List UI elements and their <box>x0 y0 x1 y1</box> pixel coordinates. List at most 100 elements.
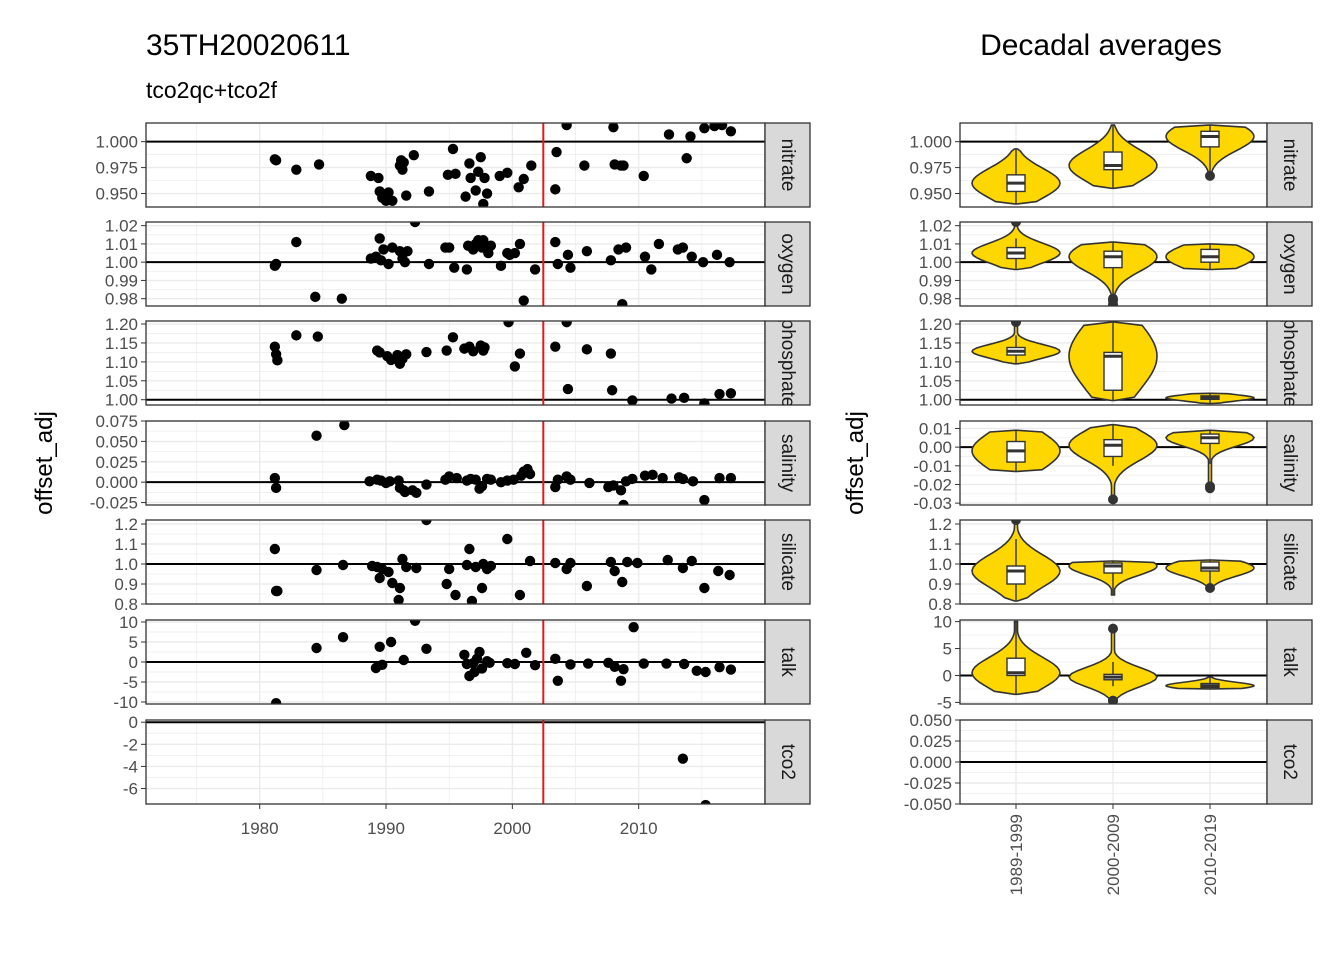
right-panel-talk: -5 0 5 10 talk <box>933 613 1313 712</box>
right-y-tick-label: 0.050 <box>909 711 952 730</box>
data-point <box>716 123 728 131</box>
right-strip-label: nitrate <box>1279 139 1300 192</box>
data-point <box>697 256 709 268</box>
data-point <box>550 653 561 664</box>
right-strip-tco2 <box>1266 719 1313 805</box>
data-point <box>620 242 632 253</box>
data-point <box>677 753 689 764</box>
right-y-tick-label: 0.025 <box>909 732 952 751</box>
right-strip-label: talk <box>1279 647 1300 677</box>
data-point <box>724 569 735 581</box>
left-y-tick-label: -0.025 <box>90 494 138 513</box>
data-point <box>608 480 619 491</box>
data-point <box>605 556 617 568</box>
right-y-tick-label: 1.0 <box>928 555 952 574</box>
data-point <box>421 479 432 490</box>
left-strip-tco2 <box>764 719 811 805</box>
data-point <box>502 533 513 545</box>
left-y-tick-label: 0.025 <box>95 453 138 472</box>
box-1989-1999 <box>1006 657 1026 677</box>
left-y-axis-label: offset_adj <box>31 411 58 515</box>
data-point <box>272 355 283 366</box>
left-strip-salinity <box>764 420 811 506</box>
left-chart-subtitle: tco2qc+tco2f <box>146 77 278 103</box>
outlier-point <box>1108 494 1118 505</box>
data-point <box>725 126 737 137</box>
data-point <box>411 562 422 574</box>
right-y-tick-label: 0.9 <box>928 575 952 594</box>
data-point <box>467 346 479 357</box>
data-point <box>562 249 574 261</box>
right-x-tick-label: 2000-2009 <box>1104 814 1123 895</box>
right-y-tick-label: -0.025 <box>904 774 952 793</box>
data-point <box>699 494 710 505</box>
right-y-axis-label: offset_adj <box>842 411 869 515</box>
outlier-point <box>1011 321 1021 328</box>
data-point <box>653 238 665 250</box>
left-y-tick-label: 1.05 <box>105 372 138 391</box>
right-y-tick-label: 0.000 <box>909 753 952 772</box>
data-point <box>311 642 322 654</box>
right-strip-label: phosphate <box>1279 319 1300 408</box>
data-point <box>518 295 529 306</box>
data-point <box>441 345 452 356</box>
data-point <box>373 172 384 184</box>
left-y-tick-label: 1.01 <box>105 235 138 254</box>
data-point <box>269 472 281 484</box>
right-panel-nitrate: 0.950 0.975 1.000 nitrate <box>909 122 1313 208</box>
data-point <box>337 632 349 643</box>
data-point <box>725 472 737 484</box>
data-point <box>447 143 459 155</box>
data-point <box>401 190 412 201</box>
left-strip-text-group: oxygen <box>777 233 798 294</box>
data-point <box>443 563 455 575</box>
right-y-tick-label: -0.01 <box>913 457 952 476</box>
data-point <box>377 659 388 670</box>
right-y-tick-label: 0.975 <box>909 159 952 178</box>
left-y-tick-label: 0.975 <box>95 159 138 178</box>
data-point <box>518 173 529 185</box>
data-point <box>447 332 459 343</box>
data-point <box>502 167 513 178</box>
left-panel-content <box>146 520 765 604</box>
data-point <box>609 565 620 577</box>
right-y-tick-label: -5 <box>937 693 952 712</box>
right-y-tick-label: 1.01 <box>919 235 952 254</box>
data-point <box>443 242 455 253</box>
right-y-tick-label: 1.000 <box>909 133 952 152</box>
left-y-tick-label: 5 <box>129 633 138 652</box>
data-point <box>514 589 526 601</box>
left-y-tick-label: 1.2 <box>114 515 138 534</box>
right-strip-label: tco2 <box>1279 744 1300 780</box>
right-y-tick-label: 1.05 <box>919 372 952 391</box>
data-point <box>421 520 432 526</box>
data-point <box>609 661 620 672</box>
right-panel-content <box>960 222 1267 306</box>
right-panel-salinity: -0.03-0.02-0.010.000.01 salinity <box>913 419 1313 513</box>
data-point <box>617 298 628 306</box>
left-x-axis: 1980 1990 2000 2010 <box>241 804 658 838</box>
right-strip-text-group: phosphate <box>1279 319 1300 408</box>
data-point <box>628 622 639 633</box>
data-point <box>479 172 490 184</box>
data-point <box>565 474 576 485</box>
data-point <box>561 321 572 328</box>
outlier-point <box>1011 222 1021 227</box>
right-panel-content <box>960 321 1267 405</box>
right-strip-text-group: tco2 <box>1279 744 1300 780</box>
data-point <box>409 620 421 626</box>
data-point <box>311 564 322 576</box>
data-point <box>383 566 394 578</box>
data-point <box>478 235 489 246</box>
data-point <box>470 185 481 196</box>
data-point <box>581 580 593 592</box>
data-point <box>449 262 460 273</box>
data-point <box>514 238 526 250</box>
data-point <box>311 430 322 441</box>
box-2000-2009 <box>1103 151 1123 171</box>
data-point <box>383 258 394 270</box>
data-point <box>475 152 486 163</box>
data-point <box>617 576 628 588</box>
